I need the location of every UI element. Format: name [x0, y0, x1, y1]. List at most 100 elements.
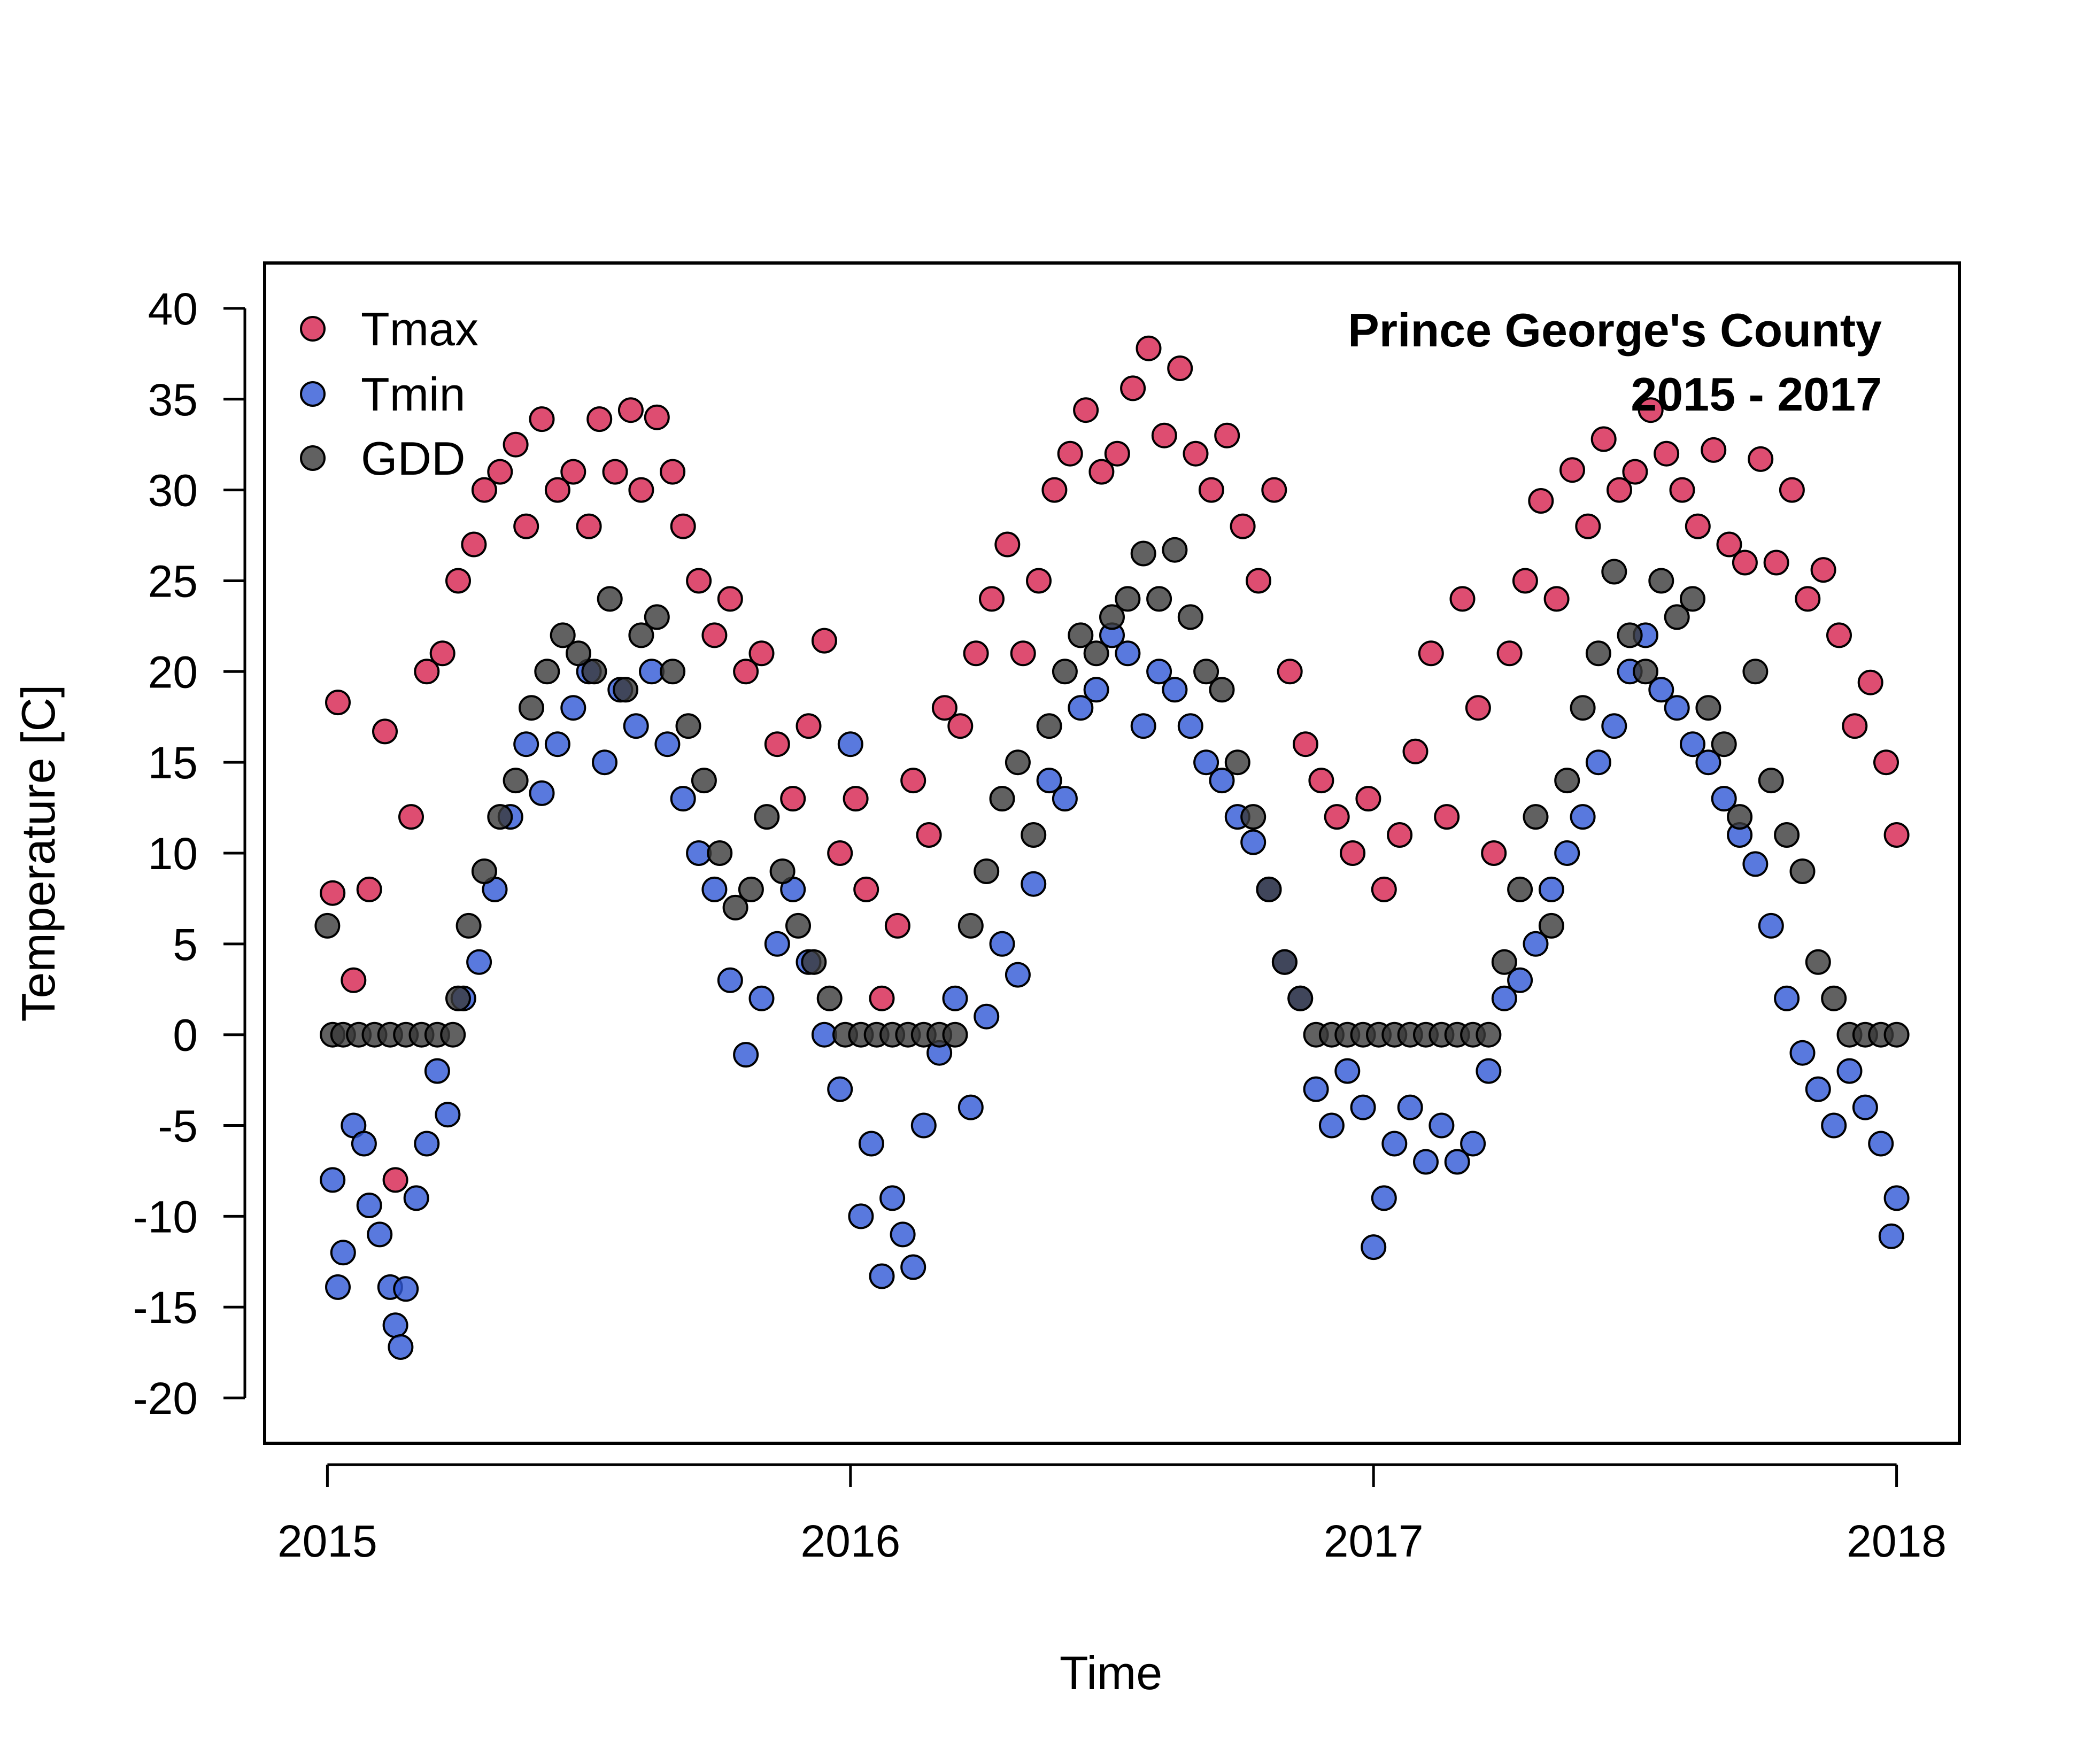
- tmax-point: [1073, 397, 1099, 423]
- tmax-point: [660, 459, 686, 485]
- tmax-point: [686, 568, 712, 594]
- y-tick-label: -5: [158, 1101, 198, 1151]
- tmax-point: [843, 786, 869, 812]
- tmax-point: [1449, 586, 1476, 612]
- tmin-point: [356, 1193, 382, 1218]
- tmax-point: [1622, 459, 1648, 485]
- tmin-point: [1083, 677, 1109, 703]
- tmax-point: [1654, 440, 1680, 467]
- tmin-point: [957, 1094, 984, 1120]
- x-axis-title: Time: [1060, 1646, 1162, 1699]
- tmax-point: [1685, 513, 1711, 539]
- tmin-point: [1371, 1185, 1397, 1211]
- tmax-point: [372, 718, 398, 745]
- legend-marker-gdd: [300, 445, 326, 471]
- tmax-point: [1057, 440, 1083, 467]
- tmin-point: [890, 1221, 916, 1248]
- tmin-point: [910, 1112, 937, 1139]
- tmin-point: [414, 1131, 440, 1157]
- tmax-point: [1669, 477, 1695, 503]
- tmin-point: [367, 1221, 393, 1248]
- tmin-point: [544, 731, 570, 757]
- gdd-point: [445, 985, 471, 1011]
- tmax-point: [445, 568, 471, 594]
- tmax-point: [931, 695, 957, 721]
- tmin-point: [1130, 713, 1156, 739]
- tmin-point: [670, 786, 696, 812]
- y-tick-label: -15: [133, 1282, 198, 1333]
- tmax-point: [382, 1167, 408, 1193]
- tmax-point: [1701, 437, 1727, 463]
- tmax-point: [356, 876, 382, 902]
- x-tick-label: 2017: [1324, 1516, 1424, 1566]
- tmin-point: [466, 949, 492, 975]
- gdd-point: [816, 985, 843, 1011]
- gdd-point: [1664, 604, 1690, 630]
- tmax-point: [1041, 477, 1068, 503]
- tmin-point: [320, 1167, 346, 1193]
- tmin-point: [1193, 749, 1219, 776]
- gdd-point: [1742, 659, 1769, 685]
- tmax-point: [602, 459, 628, 485]
- tmin-point: [403, 1185, 429, 1211]
- tmin-point: [1036, 768, 1062, 794]
- tmax-point: [1104, 440, 1130, 467]
- gdd-point: [534, 659, 560, 685]
- gdd-point: [628, 622, 654, 648]
- gdd-point: [722, 894, 748, 920]
- tmin-point: [1601, 713, 1627, 739]
- tmin-point: [654, 731, 681, 757]
- tmin-point: [1209, 768, 1235, 794]
- gdd-point: [1099, 604, 1125, 630]
- gdd-point: [1005, 749, 1031, 776]
- gdd-point: [1617, 622, 1643, 648]
- tmax-point: [1590, 426, 1617, 452]
- tmin-point: [1334, 1058, 1361, 1084]
- tmax-point: [1387, 822, 1413, 848]
- tmax-point: [1371, 876, 1397, 902]
- tmax-point: [586, 406, 613, 432]
- tmin-point: [382, 1312, 408, 1339]
- tmin-point: [1695, 749, 1721, 776]
- tmax-point: [1183, 440, 1209, 467]
- tmax-point: [1481, 840, 1507, 866]
- tmax-point: [701, 622, 728, 648]
- tmax-point: [717, 586, 743, 612]
- gdd-point: [1601, 559, 1627, 585]
- gdd-point: [1240, 804, 1267, 830]
- tmax-point: [471, 477, 497, 503]
- tmax-point: [1230, 513, 1256, 539]
- gdd-point: [785, 912, 811, 939]
- tmax-point: [1167, 355, 1193, 381]
- tmax-point: [1883, 822, 1910, 848]
- gdd-point: [801, 949, 827, 975]
- legend: Tmax Tmin GDD: [300, 303, 478, 485]
- tmax-point: [1748, 446, 1774, 472]
- gdd-point: [1491, 949, 1517, 975]
- tmin-point: [1350, 1094, 1376, 1120]
- gdd-point: [769, 858, 796, 884]
- gdd-point: [1021, 822, 1047, 848]
- gdd-point: [675, 713, 701, 739]
- gdd-point: [707, 840, 733, 866]
- tmax-point: [811, 628, 837, 654]
- gdd-point: [503, 768, 529, 794]
- tmax-point: [628, 477, 654, 503]
- tmin-point: [1883, 1185, 1910, 1211]
- tmax-point: [1136, 335, 1162, 361]
- tmin-point: [529, 780, 555, 806]
- tmin-point: [1491, 985, 1517, 1011]
- gdd-point: [613, 677, 639, 703]
- annotation-years: 2015 - 2017: [1631, 368, 1882, 421]
- tmax-point: [796, 713, 822, 739]
- tmax-point: [1528, 488, 1554, 514]
- gdd-point: [550, 622, 576, 648]
- tmax-point: [398, 804, 424, 830]
- tmin-point: [900, 1254, 926, 1280]
- tmax-point: [1795, 586, 1821, 612]
- gdd-point: [1883, 1022, 1910, 1048]
- tmin-point: [1005, 962, 1031, 988]
- gdd-point: [1585, 640, 1611, 667]
- gdd-point: [1774, 822, 1800, 848]
